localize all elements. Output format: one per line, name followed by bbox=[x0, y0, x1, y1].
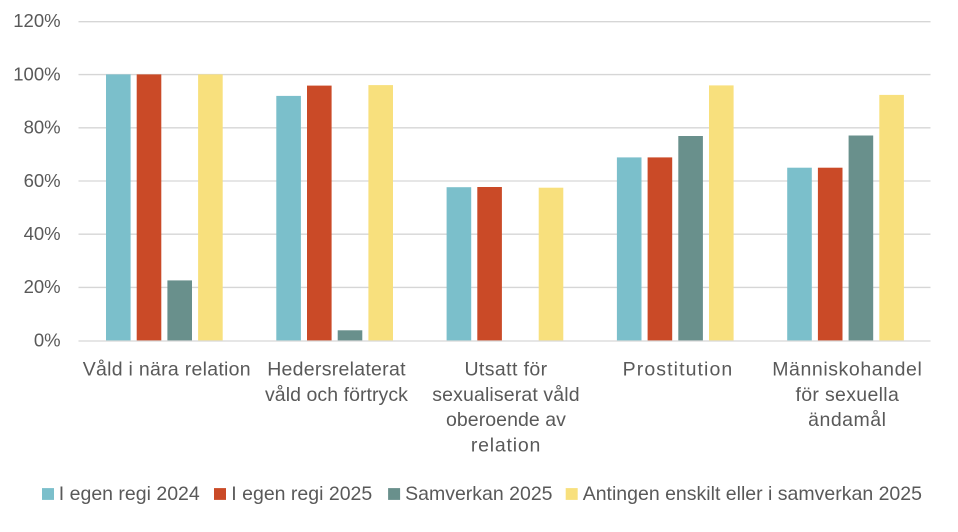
svg-text:våld och förtryck: våld och förtryck bbox=[265, 384, 408, 406]
svg-text:I egen regi 2025: I egen regi 2025 bbox=[231, 483, 372, 505]
svg-text:80%: 80% bbox=[24, 117, 61, 138]
svg-text:Antingen enskilt eller i samve: Antingen enskilt eller i samverkan 2025 bbox=[583, 483, 922, 505]
svg-text:0%: 0% bbox=[34, 330, 61, 351]
svg-text:för sexuella: för sexuella bbox=[795, 384, 899, 406]
svg-text:ändamål: ändamål bbox=[808, 409, 886, 431]
svg-text:I egen regi 2024: I egen regi 2024 bbox=[59, 483, 200, 505]
svg-text:Prostitution: Prostitution bbox=[623, 358, 734, 380]
svg-text:40%: 40% bbox=[24, 223, 61, 244]
svg-text:oberoende av: oberoende av bbox=[446, 409, 566, 431]
svg-text:100%: 100% bbox=[13, 63, 60, 84]
svg-text:relation: relation bbox=[471, 435, 541, 457]
svg-text:60%: 60% bbox=[24, 170, 61, 191]
svg-text:120%: 120% bbox=[13, 10, 60, 31]
svg-text:Människohandel: Människohandel bbox=[772, 358, 922, 380]
svg-text:sexualiserat våld: sexualiserat våld bbox=[432, 384, 579, 406]
svg-text:Samverkan 2025: Samverkan 2025 bbox=[405, 483, 553, 505]
svg-text:20%: 20% bbox=[24, 276, 61, 297]
svg-text:Våld i nära relation: Våld i nära relation bbox=[83, 358, 251, 380]
svg-text:Hedersrelaterat: Hedersrelaterat bbox=[267, 358, 406, 380]
svg-text:Utsatt för: Utsatt för bbox=[464, 358, 547, 380]
